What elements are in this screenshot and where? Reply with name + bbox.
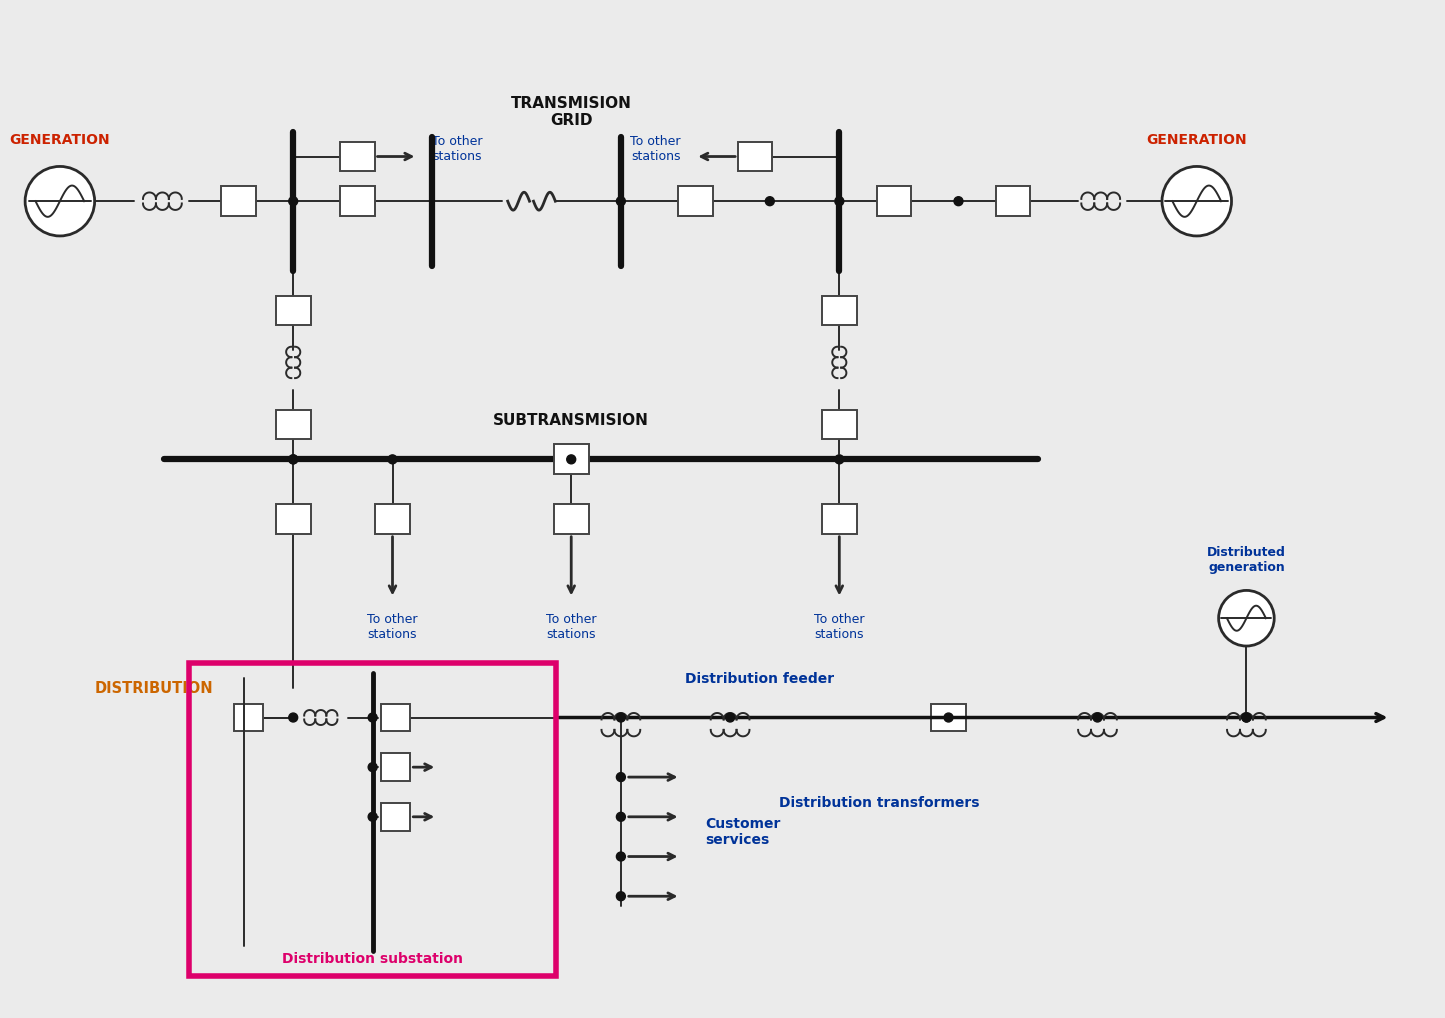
Text: To other
stations: To other stations: [814, 613, 864, 641]
Text: To other
stations: To other stations: [367, 613, 418, 641]
Text: TRANSMISION
GRID: TRANSMISION GRID: [510, 96, 631, 128]
Circle shape: [617, 892, 626, 901]
Circle shape: [1241, 713, 1251, 722]
Text: Distributed
generation: Distributed generation: [1207, 546, 1286, 573]
Circle shape: [954, 196, 962, 206]
Bar: [553, 445, 588, 474]
Bar: [380, 703, 410, 731]
Circle shape: [368, 762, 377, 772]
Text: Distribution feeder: Distribution feeder: [685, 672, 834, 686]
Bar: [276, 295, 311, 326]
Text: GENERATION: GENERATION: [10, 132, 110, 147]
Text: Distribution substation: Distribution substation: [282, 952, 464, 966]
Circle shape: [944, 713, 954, 722]
Text: To other
stations: To other stations: [432, 134, 483, 163]
Bar: [380, 753, 410, 781]
Circle shape: [1241, 713, 1251, 722]
Bar: [822, 504, 857, 533]
Circle shape: [835, 455, 844, 464]
Circle shape: [1218, 590, 1274, 646]
Bar: [877, 186, 912, 216]
Circle shape: [617, 773, 626, 782]
Bar: [822, 295, 857, 326]
Bar: [189, 663, 556, 975]
Bar: [996, 186, 1030, 216]
Circle shape: [617, 812, 626, 822]
Bar: [822, 409, 857, 440]
Bar: [341, 186, 376, 216]
Circle shape: [566, 455, 575, 464]
Text: GENERATION: GENERATION: [1146, 132, 1247, 147]
Text: DISTRIBUTION: DISTRIBUTION: [94, 681, 214, 695]
Circle shape: [835, 196, 844, 206]
Text: Distribution transformers: Distribution transformers: [779, 796, 980, 810]
Bar: [678, 186, 712, 216]
Bar: [221, 186, 256, 216]
Circle shape: [1092, 713, 1103, 722]
Bar: [553, 504, 588, 533]
Bar: [931, 703, 965, 731]
Text: To other
stations: To other stations: [546, 613, 597, 641]
Bar: [276, 504, 311, 533]
Circle shape: [617, 852, 626, 861]
Circle shape: [289, 455, 298, 464]
Circle shape: [617, 196, 626, 206]
Text: Customer
services: Customer services: [705, 816, 780, 847]
Circle shape: [617, 713, 626, 722]
Circle shape: [389, 455, 397, 464]
Bar: [376, 504, 410, 533]
Bar: [380, 803, 410, 831]
Circle shape: [368, 713, 377, 722]
Circle shape: [289, 713, 298, 722]
Text: To other
stations: To other stations: [630, 134, 681, 163]
Bar: [341, 142, 376, 171]
Circle shape: [368, 812, 377, 822]
Circle shape: [25, 166, 94, 236]
Circle shape: [289, 196, 298, 206]
Circle shape: [1162, 166, 1231, 236]
Text: SUBTRANSMISION: SUBTRANSMISION: [493, 412, 649, 428]
Bar: [234, 703, 263, 731]
Circle shape: [766, 196, 775, 206]
Circle shape: [289, 455, 298, 464]
Circle shape: [725, 713, 734, 722]
Bar: [276, 409, 311, 440]
Bar: [737, 142, 772, 171]
